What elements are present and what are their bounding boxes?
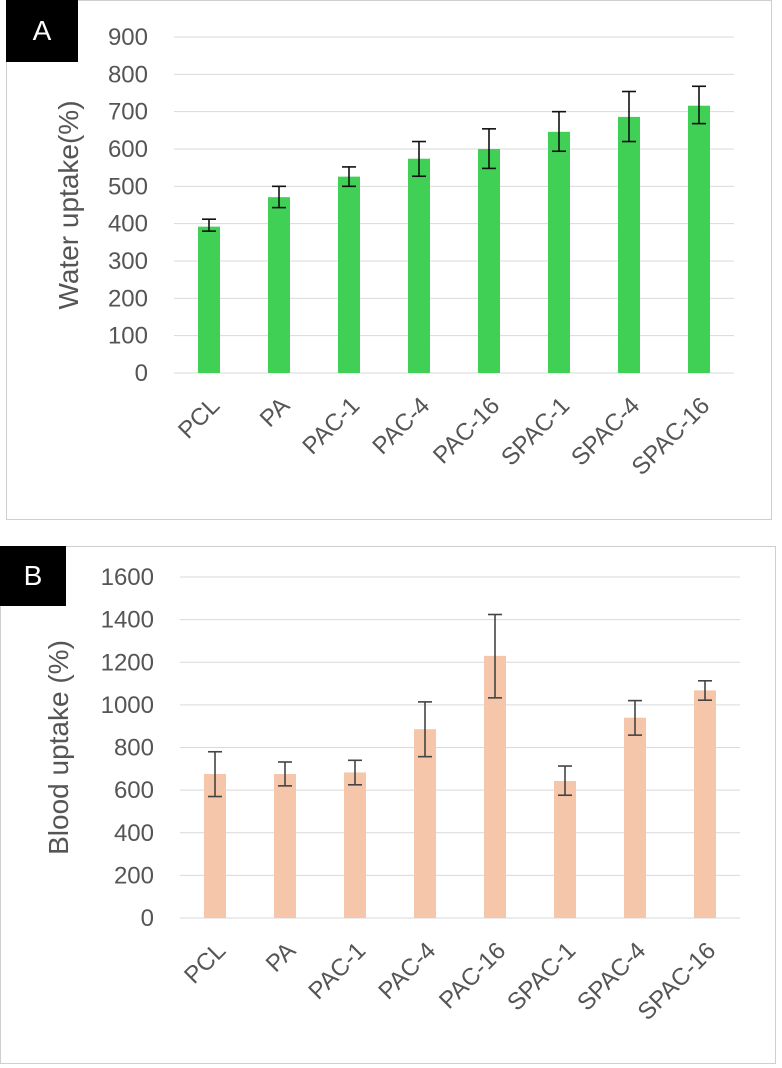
y-tick-label: 200 <box>108 285 148 312</box>
x-tick-label: PA <box>261 937 301 977</box>
y-tick-label: 300 <box>108 248 148 275</box>
y-tick-label: 1000 <box>101 692 154 719</box>
bar-pac-4 <box>408 158 430 373</box>
y-tick-label: 400 <box>108 211 148 238</box>
bar-pac-1 <box>338 176 360 373</box>
panel-b <box>0 546 776 1064</box>
bar-pac-16 <box>484 655 506 918</box>
panel-b-label: B <box>0 546 66 606</box>
bar-spac-16 <box>694 690 716 918</box>
x-tick-label: PAC-4 <box>373 937 441 1005</box>
y-tick-label: 0 <box>135 360 148 387</box>
bar-spac-16 <box>688 105 710 374</box>
panel-a <box>6 0 772 520</box>
bar-spac-1 <box>554 780 576 918</box>
y-tick-label: 800 <box>114 735 154 762</box>
x-tick-label: PAC-1 <box>303 937 371 1005</box>
y-tick-label: 500 <box>108 173 148 200</box>
bar-pac-16 <box>478 149 500 373</box>
x-tick-label: SPAC-16 <box>633 937 722 1026</box>
bar-pa <box>274 773 296 918</box>
y-tick-label: 1400 <box>101 607 154 634</box>
y-axis-title: Blood uptake (%) <box>43 640 74 855</box>
bar-pac-1 <box>344 772 366 918</box>
y-tick-label: 800 <box>108 61 148 88</box>
y-tick-label: 1200 <box>101 649 154 676</box>
x-tick-label: PAC-16 <box>434 937 511 1014</box>
bar-spac-4 <box>618 116 640 373</box>
y-tick-label: 400 <box>114 820 154 847</box>
x-tick-label: SPAC-1 <box>502 937 581 1016</box>
bar-spac-1 <box>548 131 570 373</box>
y-tick-label: 700 <box>108 99 148 126</box>
y-tick-label: 600 <box>108 136 148 163</box>
bar-pcl <box>198 226 220 373</box>
y-tick-label: 1600 <box>101 564 154 591</box>
y-tick-label: 0 <box>141 905 154 932</box>
bar-pac-4 <box>414 729 436 918</box>
bar-pcl <box>204 773 226 918</box>
x-tick-label: PCL <box>179 937 231 989</box>
y-axis-title: Water uptake(%) <box>53 100 84 309</box>
panel-a-label: A <box>6 0 78 62</box>
y-tick-label: 200 <box>114 862 154 889</box>
bar-spac-4 <box>624 717 646 918</box>
y-tick-label: 100 <box>108 323 148 350</box>
bar-pa <box>268 197 290 373</box>
y-tick-label: 900 <box>108 24 148 51</box>
y-tick-label: 600 <box>114 777 154 804</box>
